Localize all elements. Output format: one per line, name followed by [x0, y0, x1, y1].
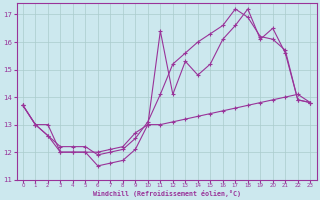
- X-axis label: Windchill (Refroidissement éolien,°C): Windchill (Refroidissement éolien,°C): [92, 190, 241, 197]
